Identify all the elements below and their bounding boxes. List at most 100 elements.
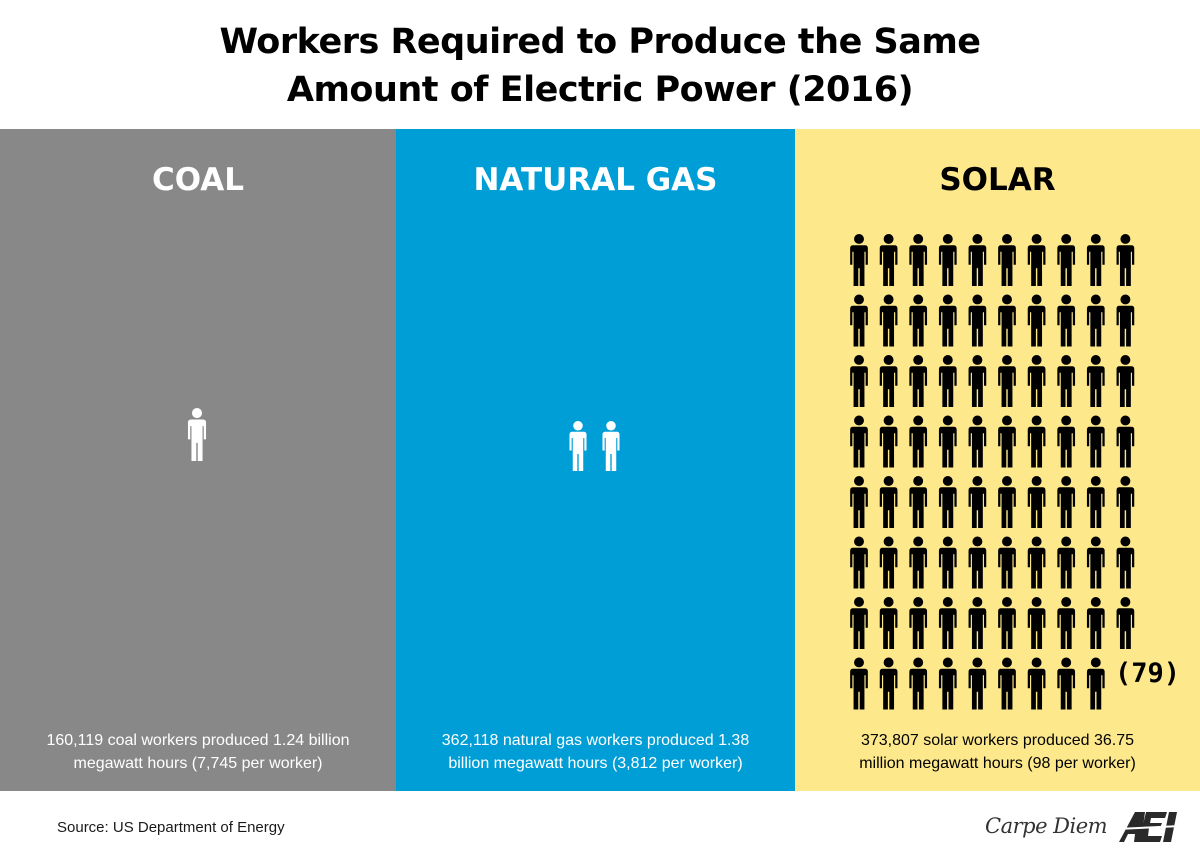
- worker-figure: [879, 597, 898, 649]
- worker-figure: [909, 294, 928, 347]
- category-note-coal: 160,119 coal workers produced 1.24 billi…: [10, 729, 386, 775]
- worker-figure: [879, 234, 898, 286]
- worker-figure: [850, 536, 868, 589]
- worker-figure: [998, 415, 1016, 468]
- worker-figure: [998, 234, 1016, 286]
- worker-figure: [1027, 657, 1046, 710]
- chart-title-line-2: Amount of Electric Power (2016): [286, 70, 914, 110]
- worker-figure: [1086, 355, 1105, 407]
- worker-figure: [1027, 536, 1046, 589]
- worker-figure: [1116, 476, 1135, 528]
- worker-figure: [569, 421, 587, 471]
- worker-figure: [1086, 597, 1105, 649]
- worker-figure: [1027, 597, 1046, 649]
- category-label-solar: SOLAR: [939, 162, 1056, 198]
- worker-figure: [1086, 476, 1105, 528]
- aei-logo-icon: [1117, 812, 1182, 842]
- worker-figure: [1116, 415, 1135, 468]
- worker-figure: [850, 476, 868, 528]
- worker-figure: [850, 234, 868, 286]
- worker-figure: [879, 294, 898, 347]
- worker-figure: [1057, 657, 1076, 710]
- category-note-coal-line-1: 160,119 coal workers produced 1.24 billi…: [46, 732, 350, 749]
- worker-figure: [1027, 234, 1046, 286]
- worker-figure: [909, 415, 928, 468]
- worker-figure: [1027, 415, 1046, 468]
- worker-figure: [850, 657, 868, 710]
- worker-figure: [850, 597, 868, 649]
- category-note-solar-line-2: million megawatt hours (98 per worker): [859, 755, 1136, 772]
- worker-figure: [1086, 536, 1105, 589]
- category-note-coal-line-2: megawatt hours (7,745 per worker): [73, 755, 323, 772]
- worker-figure: [1116, 294, 1135, 347]
- worker-figure: [938, 657, 957, 710]
- worker-figure: [938, 294, 957, 347]
- worker-icons-natural-gas: [569, 421, 620, 471]
- source-note: Source: US Department of Energy: [57, 819, 285, 836]
- worker-figure: [938, 476, 957, 528]
- worker-figure: [1057, 415, 1076, 468]
- worker-figure: [998, 355, 1016, 407]
- worker-figure: [1116, 234, 1135, 286]
- worker-figure: [1086, 415, 1105, 468]
- worker-icons-coal: [187, 408, 207, 461]
- worker-figure: [1027, 476, 1046, 528]
- worker-figure: [1086, 294, 1105, 347]
- worker-figure: [879, 476, 898, 528]
- worker-figure: [1027, 294, 1046, 347]
- worker-figure: [1086, 234, 1105, 286]
- worker-figure: [879, 536, 898, 589]
- worker-figure: [909, 657, 928, 710]
- worker-figure: [1057, 536, 1076, 589]
- worker-figure: [998, 294, 1016, 347]
- worker-figure: [1057, 476, 1076, 528]
- worker-figure: [879, 415, 898, 468]
- worker-figure: [968, 536, 987, 589]
- worker-figure: [1116, 597, 1135, 649]
- worker-figure: [1057, 294, 1076, 347]
- worker-figure: [998, 536, 1016, 589]
- worker-figure: [938, 355, 957, 407]
- worker-figure: [938, 234, 957, 286]
- chart-title-line-1: Workers Required to Produce the Same: [219, 22, 981, 62]
- worker-figure: [1116, 536, 1135, 589]
- category-panels: COAL 160,119 coal workers produced 1.24 …: [0, 129, 1200, 791]
- worker-count-label: (79): [1115, 658, 1180, 689]
- worker-figure: [968, 597, 987, 649]
- category-note-natural-gas-line-1: 362,118 natural gas workers produced 1.3…: [441, 732, 750, 749]
- worker-figure: [1086, 657, 1105, 710]
- category-note-natural-gas-line-2: billion megawatt hours (3,812 per worker…: [448, 755, 743, 772]
- worker-icons-solar: (79): [850, 234, 1180, 710]
- worker-figure: [602, 421, 620, 471]
- worker-figure: [968, 294, 987, 347]
- brand-text: Carpe Diem: [985, 814, 1108, 838]
- panel-coal: COAL 160,119 coal workers produced 1.24 …: [0, 129, 396, 791]
- worker-figure: [998, 657, 1016, 710]
- worker-figure: [1116, 355, 1135, 407]
- panel-natural-gas: NATURAL GAS 362,118 natural gas workers …: [396, 129, 795, 791]
- worker-figure: [909, 597, 928, 649]
- worker-figure: [1057, 234, 1076, 286]
- worker-figure: [968, 657, 987, 710]
- worker-figure: [879, 657, 898, 710]
- worker-figure: [187, 408, 207, 461]
- worker-figure: [998, 476, 1016, 528]
- worker-figure: [938, 597, 957, 649]
- category-note-natural-gas: 362,118 natural gas workers produced 1.3…: [406, 729, 785, 775]
- worker-figure: [1057, 355, 1076, 407]
- panel-solar: SOLAR (79) 373,807 solar workers produce…: [795, 129, 1200, 791]
- worker-figure: [909, 476, 928, 528]
- worker-figure: [909, 355, 928, 407]
- worker-figure: [909, 536, 928, 589]
- worker-figure: [879, 355, 898, 407]
- category-note-solar: 373,807 solar workers produced 36.75 mil…: [805, 729, 1190, 775]
- worker-figure: [968, 415, 987, 468]
- worker-figure: [968, 476, 987, 528]
- worker-figure: [938, 415, 957, 468]
- worker-figure: [850, 294, 868, 347]
- worker-figure: [1027, 355, 1046, 407]
- brand-signature: Carpe Diem: [985, 808, 1182, 844]
- worker-figure: [968, 234, 987, 286]
- category-note-solar-line-1: 373,807 solar workers produced 36.75: [860, 732, 1135, 749]
